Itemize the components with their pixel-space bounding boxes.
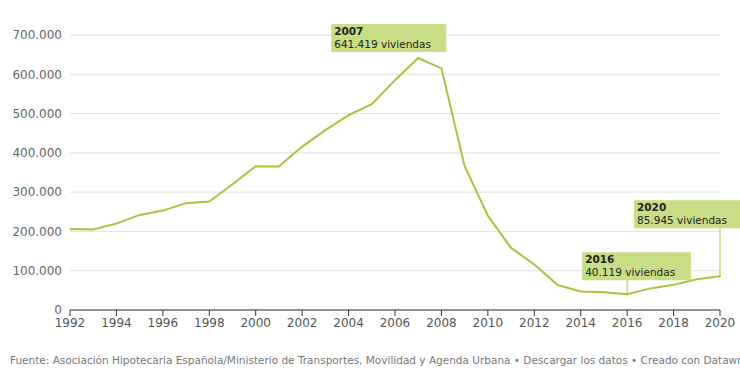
svg-text:2012: 2012 xyxy=(519,316,550,330)
svg-text:2000: 2000 xyxy=(240,316,271,330)
svg-text:0: 0 xyxy=(54,303,62,317)
svg-text:2006: 2006 xyxy=(380,316,411,330)
svg-text:2007: 2007 xyxy=(334,25,363,37)
svg-text:700.000: 700.000 xyxy=(12,28,62,42)
svg-text:2020: 2020 xyxy=(637,201,666,213)
svg-text:600.000: 600.000 xyxy=(12,68,62,82)
svg-text:2004: 2004 xyxy=(333,316,364,330)
svg-text:2008: 2008 xyxy=(426,316,457,330)
svg-text:2010: 2010 xyxy=(473,316,504,330)
svg-text:400.000: 400.000 xyxy=(12,146,62,160)
svg-text:641.419 viviendas: 641.419 viviendas xyxy=(334,38,431,50)
svg-text:2014: 2014 xyxy=(565,316,596,330)
svg-text:500.000: 500.000 xyxy=(12,107,62,121)
svg-text:2018: 2018 xyxy=(658,316,689,330)
svg-text:100.000: 100.000 xyxy=(12,264,62,278)
svg-text:2020: 2020 xyxy=(705,316,732,330)
svg-text:1994: 1994 xyxy=(101,316,132,330)
svg-text:1998: 1998 xyxy=(194,316,225,330)
svg-text:2002: 2002 xyxy=(287,316,318,330)
svg-text:1992: 1992 xyxy=(55,316,86,330)
svg-text:1996: 1996 xyxy=(148,316,179,330)
svg-text:2016: 2016 xyxy=(585,253,614,265)
svg-text:300.000: 300.000 xyxy=(12,185,62,199)
svg-text:40.119 viviendas: 40.119 viviendas xyxy=(585,266,675,278)
svg-text:2016: 2016 xyxy=(612,316,643,330)
svg-text:200.000: 200.000 xyxy=(12,225,62,239)
svg-text:85.945 viviendas: 85.945 viviendas xyxy=(637,214,727,226)
